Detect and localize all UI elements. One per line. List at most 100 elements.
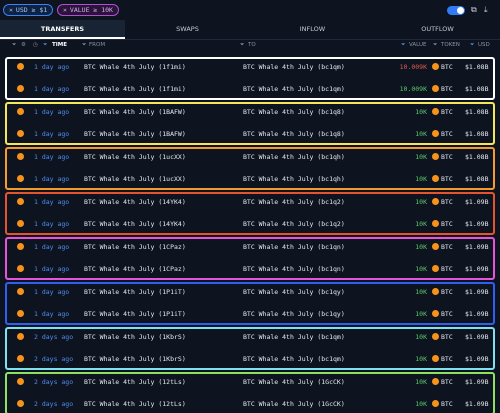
row-to[interactable]: BTC Whale 4th July (bc1qh) — [243, 175, 345, 183]
from-filter-icon[interactable]: ⏷ — [82, 42, 87, 48]
column-from[interactable]: FROM — [89, 42, 106, 48]
tab-transfers[interactable]: TRANSFERS — [0, 20, 125, 39]
remove-filter-icon[interactable]: × — [63, 6, 67, 14]
row-to[interactable]: BTC Whale 4th July (bc1qh) — [243, 153, 345, 161]
table-row[interactable]: 2 days ago BTC Whale 4th July (1KbrS) BTC … — [0, 326, 500, 348]
table-row[interactable]: 1 day ago BTC Whale 4th July (1ucXX) BTC W… — [0, 168, 500, 190]
usd-filter-icon[interactable]: ⏷ — [470, 42, 475, 48]
row-time[interactable]: 1 day ago — [34, 153, 70, 161]
row-usd: $1.09B — [465, 355, 489, 363]
column-to[interactable]: TO — [248, 42, 256, 48]
time-filter-icon[interactable]: ⏷ — [43, 42, 48, 48]
row-from[interactable]: BTC Whale 4th July (12tLs) — [84, 378, 186, 386]
copy-icon[interactable]: ⧉ — [471, 5, 477, 14]
row-from[interactable]: BTC Whale 4th July (12tLs) — [84, 400, 186, 408]
row-from[interactable]: BTC Whale 4th July (1KbrS) — [84, 333, 186, 341]
row-from[interactable]: BTC Whale 4th July (1ucXX) — [84, 153, 186, 161]
value-filter-icon[interactable]: ⏷ — [401, 42, 406, 48]
column-usd[interactable]: USD — [478, 42, 490, 48]
table-row[interactable]: 1 day ago BTC Whale 4th July (1f1mi) BTC W… — [0, 78, 500, 100]
row-from[interactable]: BTC Whale 4th July (1f1mi) — [84, 63, 186, 71]
row-to[interactable]: BTC Whale 4th July (bc1q8) — [243, 130, 345, 138]
table-row[interactable]: 2 days ago BTC Whale 4th July (12tLs) BTC … — [0, 371, 500, 393]
row-to[interactable]: BTC Whale 4th July (bc1qm) — [243, 333, 345, 341]
row-usd: $1.09B — [465, 310, 489, 318]
tab-swaps[interactable]: SWAPS — [176, 25, 199, 33]
row-from[interactable]: BTC Whale 4th July (1P1iT) — [84, 310, 186, 318]
row-usd: $1.08B — [465, 85, 489, 93]
row-time[interactable]: 2 days ago — [34, 378, 74, 386]
row-usd: $1.08B — [465, 130, 489, 138]
to-filter-icon[interactable]: ⏷ — [240, 42, 245, 48]
row-to[interactable]: BTC Whale 4th July (bc1q2) — [243, 198, 345, 206]
row-time[interactable]: 1 day ago — [34, 220, 70, 228]
table-row[interactable]: 1 day ago BTC Whale 4th July (14YK4) BTC W… — [0, 213, 500, 235]
row-time[interactable]: 2 days ago — [34, 333, 74, 341]
row-time[interactable]: 1 day ago — [34, 63, 70, 71]
column-value[interactable]: VALUE — [409, 42, 427, 48]
row-time[interactable]: 1 day ago — [34, 288, 70, 296]
row-token: BTC — [441, 63, 453, 71]
table-row[interactable]: 1 day ago BTC Whale 4th July (1P1iT) BTC W… — [0, 303, 500, 325]
row-time[interactable]: 2 days ago — [34, 355, 74, 363]
row-from[interactable]: BTC Whale 4th July (1CPaz) — [84, 265, 186, 273]
row-value: 10K — [415, 378, 427, 386]
remove-filter-icon[interactable]: × — [9, 6, 13, 14]
table-row[interactable]: 1 day ago BTC Whale 4th July (1ucXX) BTC W… — [0, 146, 500, 168]
column-token[interactable]: TOKEN — [441, 42, 460, 48]
row-value: 10K — [415, 108, 427, 116]
token-filter-icon[interactable]: ⏷ — [433, 42, 438, 48]
filter-chip-value[interactable]: × VALUE ≥ 10K — [57, 4, 119, 16]
table-row[interactable]: 1 day ago BTC Whale 4th July (1f1mi) BTC W… — [0, 56, 500, 78]
row-value: 10K — [415, 243, 427, 251]
row-time[interactable]: 1 day ago — [34, 175, 70, 183]
row-to[interactable]: BTC Whale 4th July (bc1q8) — [243, 108, 345, 116]
table-row[interactable]: 1 day ago BTC Whale 4th July (14YK4) BTC W… — [0, 191, 500, 213]
row-from[interactable]: BTC Whale 4th July (1ucXX) — [84, 175, 186, 183]
row-to[interactable]: BTC Whale 4th July (bc1qy) — [243, 288, 345, 296]
row-to[interactable]: BTC Whale 4th July (bc1qy) — [243, 310, 345, 318]
row-token: BTC — [441, 85, 453, 93]
row-to[interactable]: BTC Whale 4th July (1GcCK) — [243, 400, 345, 408]
row-time[interactable]: 1 day ago — [34, 198, 70, 206]
row-to[interactable]: BTC Whale 4th July (bc1qm) — [243, 63, 345, 71]
row-token: BTC — [441, 130, 453, 138]
table-row[interactable]: 1 day ago BTC Whale 4th July (1CPaz) BTC W… — [0, 258, 500, 280]
row-time[interactable]: 1 day ago — [34, 243, 70, 251]
table-row[interactable]: 2 days ago BTC Whale 4th July (12tLs) BTC … — [0, 393, 500, 413]
row-time[interactable]: 1 day ago — [34, 130, 70, 138]
row-from[interactable]: BTC Whale 4th July (1P1iT) — [84, 288, 186, 296]
row-time[interactable]: 1 day ago — [34, 108, 70, 116]
row-time[interactable]: 1 day ago — [34, 310, 70, 318]
filter-icon[interactable]: ⏷ — [12, 42, 17, 48]
row-to[interactable]: BTC Whale 4th July (bc1qm) — [243, 85, 345, 93]
filter-chip-usd[interactable]: × USD ≥ $1 — [3, 4, 54, 16]
table-row[interactable]: 1 day ago BTC Whale 4th July (1BAFW) BTC W… — [0, 123, 500, 145]
row-from[interactable]: BTC Whale 4th July (1BAFW) — [84, 130, 186, 138]
live-toggle[interactable] — [447, 6, 465, 15]
table-row[interactable]: 1 day ago BTC Whale 4th July (1CPaz) BTC W… — [0, 236, 500, 258]
tab-inflow[interactable]: INFLOW — [299, 25, 326, 33]
download-icon[interactable]: ⤓ — [484, 5, 488, 14]
row-from[interactable]: BTC Whale 4th July (1CPaz) — [84, 243, 186, 251]
row-to[interactable]: BTC Whale 4th July (1GcCK) — [243, 378, 345, 386]
row-time[interactable]: 2 days ago — [34, 400, 74, 408]
row-from[interactable]: BTC Whale 4th July (1f1mi) — [84, 85, 186, 93]
table-row[interactable]: 1 day ago BTC Whale 4th July (1P1iT) BTC W… — [0, 281, 500, 303]
row-to[interactable]: BTC Whale 4th July (bc1q2) — [243, 220, 345, 228]
column-time[interactable]: TIME — [52, 42, 68, 48]
row-from[interactable]: BTC Whale 4th July (14YK4) — [84, 220, 186, 228]
tab-outflow[interactable]: OUTFLOW — [421, 25, 454, 33]
row-to[interactable]: BTC Whale 4th July (bc1qn) — [243, 243, 345, 251]
row-from[interactable]: BTC Whale 4th July (14YK4) — [84, 198, 186, 206]
row-time[interactable]: 1 day ago — [34, 85, 70, 93]
row-from[interactable]: BTC Whale 4th July (1BAFW) — [84, 108, 186, 116]
row-to[interactable]: BTC Whale 4th July (bc1qn) — [243, 265, 345, 273]
clock-icon[interactable]: ◷ — [33, 42, 38, 48]
row-to[interactable]: BTC Whale 4th July (bc1qm) — [243, 355, 345, 363]
row-from[interactable]: BTC Whale 4th July (1KbrS) — [84, 355, 186, 363]
table-row[interactable]: 2 days ago BTC Whale 4th July (1KbrS) BTC … — [0, 348, 500, 370]
table-row[interactable]: 1 day ago BTC Whale 4th July (1BAFW) BTC W… — [0, 101, 500, 123]
row-time[interactable]: 1 day ago — [34, 265, 70, 273]
settings-icon[interactable]: ⚙ — [21, 42, 26, 48]
